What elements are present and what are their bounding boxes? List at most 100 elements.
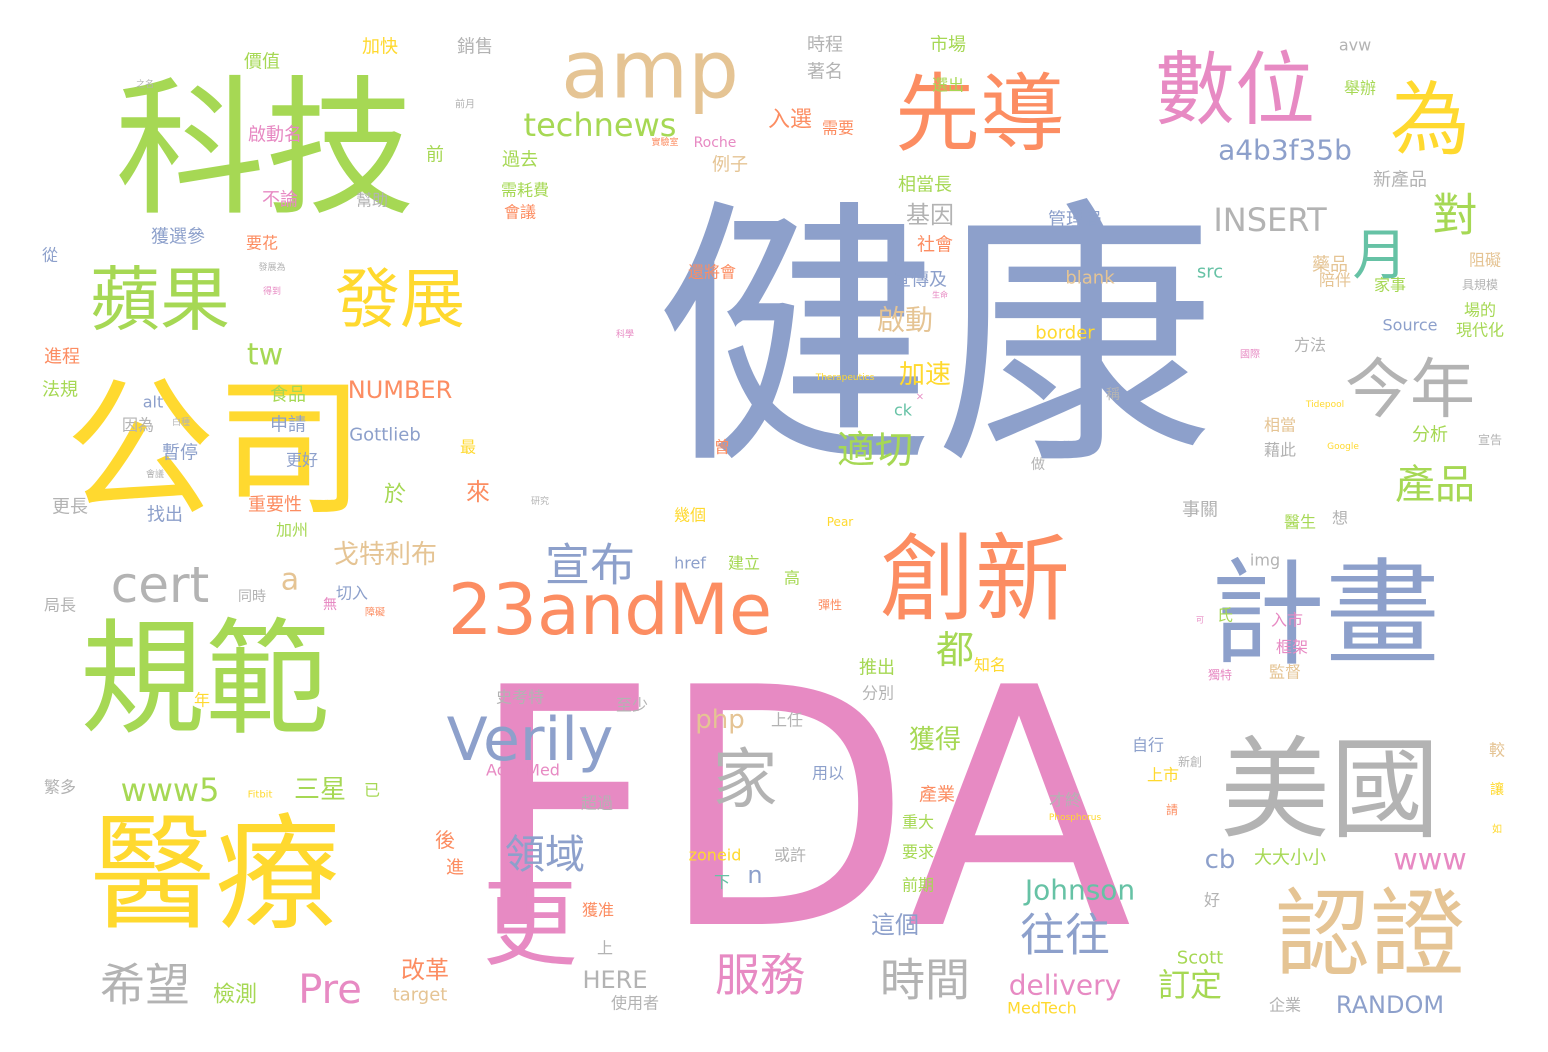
cloud-word: 獨特	[1208, 667, 1232, 682]
cloud-word: target	[393, 985, 448, 1006]
cloud-word: 獲得	[909, 725, 961, 755]
cloud-word: 可	[1196, 616, 1204, 625]
cloud-word: 都	[936, 628, 974, 672]
cloud-word: MedTech	[1007, 999, 1077, 1018]
cloud-word: 重要性	[248, 495, 302, 516]
cloud-word: 過去	[502, 150, 538, 171]
cloud-word: 加速	[899, 360, 951, 390]
cloud-word: 切入	[336, 584, 368, 603]
cloud-word: 市場	[930, 35, 966, 56]
cloud-word: 舉辦	[1344, 79, 1376, 98]
cloud-word: 獲准	[582, 901, 614, 920]
cloud-word: 較	[1489, 741, 1505, 760]
cloud-word: 改革	[401, 956, 449, 984]
cloud-word: 前期	[902, 876, 934, 895]
cloud-word: 分別	[862, 684, 894, 703]
cloud-word: 法規	[42, 380, 78, 401]
cloud-word: 產品	[1395, 462, 1475, 508]
cloud-word: 公司	[65, 363, 365, 537]
cloud-word: src	[1197, 262, 1223, 283]
cloud-word: www	[1393, 843, 1467, 878]
cloud-word: 領域	[505, 832, 585, 878]
cloud-word: 場的	[1464, 301, 1496, 320]
cloud-word: 實驗室	[651, 136, 678, 148]
cloud-word: 或許	[774, 846, 806, 865]
cloud-word: 銷售	[457, 37, 493, 58]
cloud-word: 新產品	[1373, 170, 1427, 191]
cloud-word: 前月	[455, 98, 475, 111]
cloud-word: 前	[426, 145, 444, 166]
cloud-word: 希望	[100, 959, 190, 1012]
cloud-word: FDA	[468, 618, 1133, 1002]
cloud-word: RANDOM	[1336, 991, 1444, 1019]
cloud-word: 社會	[917, 235, 953, 256]
cloud-word: Phosphorus	[1049, 813, 1102, 823]
cloud-word: 從	[42, 246, 58, 265]
cloud-word: 訂定	[1158, 966, 1222, 1004]
cloud-word: 於	[384, 483, 406, 508]
cloud-word: Therapeutics	[815, 373, 875, 383]
cloud-word: Roche	[694, 135, 737, 151]
cloud-word: 醫生	[1284, 513, 1316, 532]
cloud-word: 科技	[115, 63, 415, 237]
cloud-word: 做	[1031, 457, 1045, 473]
cloud-word: 發展	[335, 263, 465, 338]
cloud-word: 需要	[822, 119, 854, 138]
cloud-word: 家	[712, 743, 777, 818]
cloud-word: 進程	[44, 347, 80, 368]
cloud-word: 啟動	[877, 304, 933, 337]
cloud-word: 產業	[919, 785, 955, 806]
cloud-word: 才終	[1049, 791, 1081, 810]
cloud-word: 新創	[1178, 754, 1202, 769]
cloud-word: cert	[111, 556, 209, 614]
cloud-word: Pear	[827, 515, 854, 529]
cloud-word: alt	[143, 393, 164, 412]
cloud-word: Tidepool	[1305, 400, 1344, 410]
cloud-word: technews	[524, 106, 677, 144]
cloud-word: 不論	[262, 190, 298, 211]
cloud-word: NUMBER	[348, 376, 453, 404]
cloud-word: amp	[561, 24, 739, 117]
cloud-word: 後	[435, 828, 455, 852]
cloud-word: Johnson	[1023, 874, 1135, 907]
cloud-word: 為	[1390, 74, 1470, 167]
cloud-word: 讓	[1490, 781, 1504, 798]
cloud-word: 已	[364, 781, 380, 800]
cloud-word: 超過	[581, 794, 613, 813]
cloud-word: www5	[121, 771, 220, 809]
cloud-word: 啟動名	[248, 125, 302, 146]
cloud-word: 現代化	[1456, 321, 1504, 340]
cloud-word: 著名	[807, 62, 843, 83]
cloud-word: 白種	[172, 416, 190, 428]
cloud-word: 宣傳及	[893, 270, 947, 291]
cloud-word: 加快	[362, 37, 398, 58]
cloud-word: avw	[1339, 36, 1371, 55]
cloud-word: 找出	[147, 505, 183, 526]
cloud-word: 局長	[44, 596, 76, 615]
cloud-word: 最	[460, 438, 476, 457]
cloud-word: 三星	[294, 775, 346, 805]
cloud-word: href	[674, 554, 706, 573]
cloud-word: 這個	[871, 911, 919, 939]
cloud-word: 建立	[728, 554, 760, 573]
cloud-word: 氏	[1217, 606, 1233, 625]
cloud-word: 相當長	[898, 175, 952, 196]
cloud-word: 數位	[1155, 44, 1315, 137]
cloud-word: 家事	[1374, 276, 1406, 295]
cloud-word: 獲選參	[151, 227, 205, 248]
cloud-word: 推出	[859, 658, 895, 679]
cloud-word: 來	[466, 478, 490, 506]
cloud-word: 幫助	[356, 191, 388, 210]
cloud-word: 創新	[880, 525, 1070, 635]
cloud-word: 科學	[616, 328, 634, 340]
cloud-word: a	[281, 563, 299, 598]
cloud-word: 方法	[1294, 336, 1326, 355]
cloud-word: 知名	[974, 656, 1006, 675]
cloud-word: 更	[482, 870, 577, 980]
cloud-word: 藥品	[1312, 255, 1348, 276]
cloud-word: 無	[323, 597, 337, 613]
cloud-word: ×	[916, 392, 924, 403]
cloud-word: 進	[446, 858, 464, 879]
cloud-word: Gottlieb	[349, 425, 421, 446]
